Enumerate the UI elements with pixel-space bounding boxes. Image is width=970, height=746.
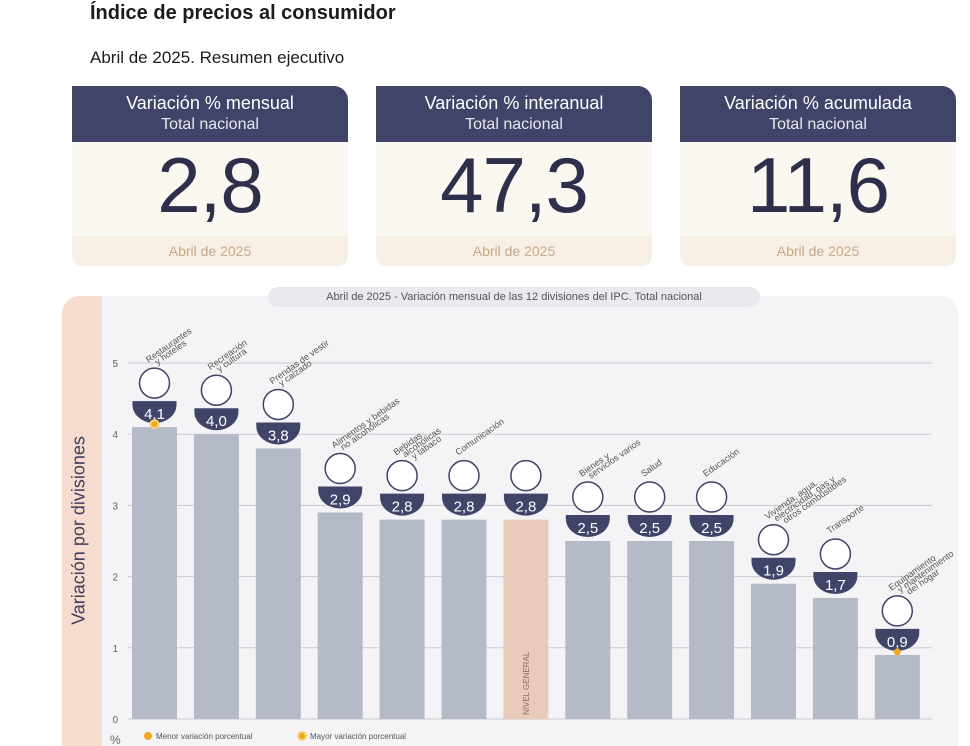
page-subtitle: Abril de 2025. Resumen ejecutivo: [90, 48, 345, 67]
card-subtitle: Total nacional: [161, 116, 259, 133]
value-label: 2,8: [392, 499, 413, 516]
legend-min-marker: [144, 732, 152, 740]
category-label: Salud: [639, 457, 664, 478]
bar: [255, 448, 301, 719]
air-conditioner-icon: [881, 595, 914, 627]
scissors-comb-icon: [572, 481, 604, 513]
value-badge: [875, 628, 920, 651]
value-badge: [689, 515, 734, 537]
card-yearly-variation: Variación % interanual Total nacional 47,…: [376, 86, 652, 266]
value-label: 3,8: [268, 427, 289, 444]
y-tick-label: 1: [112, 644, 118, 655]
y-tick-label: 5: [112, 359, 118, 370]
y-tick-label: 0: [112, 715, 118, 726]
bar: [751, 583, 796, 719]
value-badge: [442, 493, 486, 516]
value-badge: [132, 401, 177, 424]
bar: [812, 597, 858, 719]
value-badge: [256, 422, 301, 445]
bar: [627, 541, 673, 719]
value-badge: [751, 557, 796, 580]
book-icon: [695, 481, 728, 513]
card-subtitle: Total nacional: [769, 116, 867, 133]
card-footer: Abril de 2025: [72, 236, 348, 266]
shirt-shoes-icon: [262, 388, 295, 421]
card-value: 47,3: [440, 141, 589, 229]
y-tick-label: 4: [112, 430, 118, 441]
bar: [317, 512, 363, 719]
lightbulb-plug-icon: [757, 523, 790, 556]
value-badge: [813, 571, 858, 594]
card-footer: Abril de 2025: [376, 236, 652, 266]
bar-general-level: [503, 519, 549, 719]
card-value: 2,8: [157, 141, 263, 229]
bar: [193, 434, 239, 719]
chicken-food-icon: [324, 452, 356, 485]
card-value: 11,6: [746, 141, 890, 229]
value-label: 4,0: [206, 413, 227, 430]
value-badge: [503, 493, 548, 516]
medical-cross-icon: [633, 481, 666, 513]
smartphone-icon: [448, 459, 480, 492]
category-label: Educación: [701, 446, 741, 478]
y-tick-label: 3: [112, 501, 118, 512]
legend-max-label: Mayor variación porcentual: [310, 732, 406, 741]
umbrella-sun-icon: [200, 374, 233, 406]
value-label: 1,9: [763, 563, 784, 580]
value-label: 4,1: [144, 406, 165, 423]
value-badge: [627, 515, 672, 537]
chart-title-text: - Variación mensual de las 12 divisiones…: [391, 291, 702, 303]
category-label: Transporte: [825, 503, 866, 536]
chart-title-prefix: Abril de 2025: [326, 291, 391, 303]
chart-side-band: [62, 296, 102, 746]
shopping-basket-icon: [510, 459, 542, 492]
category-label: Comunicación: [453, 416, 505, 457]
value-badge: [565, 515, 610, 537]
bar: [441, 519, 487, 719]
value-badge: [194, 408, 239, 431]
value-label: 2,5: [639, 520, 660, 537]
card-accumulated-variation: Variación % acumulada Total nacional 11,6…: [680, 86, 956, 266]
wine-bottle-icon: [386, 459, 418, 492]
card-subtitle: Total nacional: [465, 116, 563, 133]
value-label: 2,5: [701, 520, 722, 537]
legend-max-marker: [297, 731, 307, 741]
card-monthly-variation: Variación % mensual Total nacional 2,8 Abr…: [72, 86, 348, 266]
bar: [874, 654, 920, 719]
value-label: 2,8: [454, 499, 475, 516]
value-label: 0,9: [887, 634, 908, 651]
legend-min-label: Menor variación porcentual: [156, 732, 253, 741]
bar: [565, 541, 611, 719]
value-label: 1,7: [825, 577, 846, 594]
value-label: 2,5: [577, 520, 598, 537]
card-title: Variación % mensual: [126, 93, 294, 113]
chart-title: Abril de 2025 - Variación mensual de las…: [268, 287, 760, 307]
page-title: Índice de precios al consumidor: [90, 2, 396, 24]
card-footer: Abril de 2025: [680, 236, 956, 266]
bar: [379, 519, 425, 719]
car-bus-icon: [819, 538, 852, 570]
bar: [689, 541, 735, 719]
value-badge: [318, 486, 363, 509]
value-label: 2,8: [515, 499, 536, 516]
y-unit-label: %: [110, 733, 121, 746]
general-level-label: NIVEL GENERAL: [522, 651, 531, 715]
card-title: Variación % acumulada: [724, 93, 912, 113]
max-variation-marker: [149, 419, 160, 430]
card-title: Variación % interanual: [424, 93, 604, 113]
y-tick-label: 2: [112, 573, 118, 584]
value-badge: [380, 493, 425, 516]
bar: [132, 427, 177, 719]
value-label: 2,9: [330, 492, 351, 509]
min-variation-marker: [893, 648, 901, 656]
plate-cutlery-icon: [138, 367, 171, 399]
